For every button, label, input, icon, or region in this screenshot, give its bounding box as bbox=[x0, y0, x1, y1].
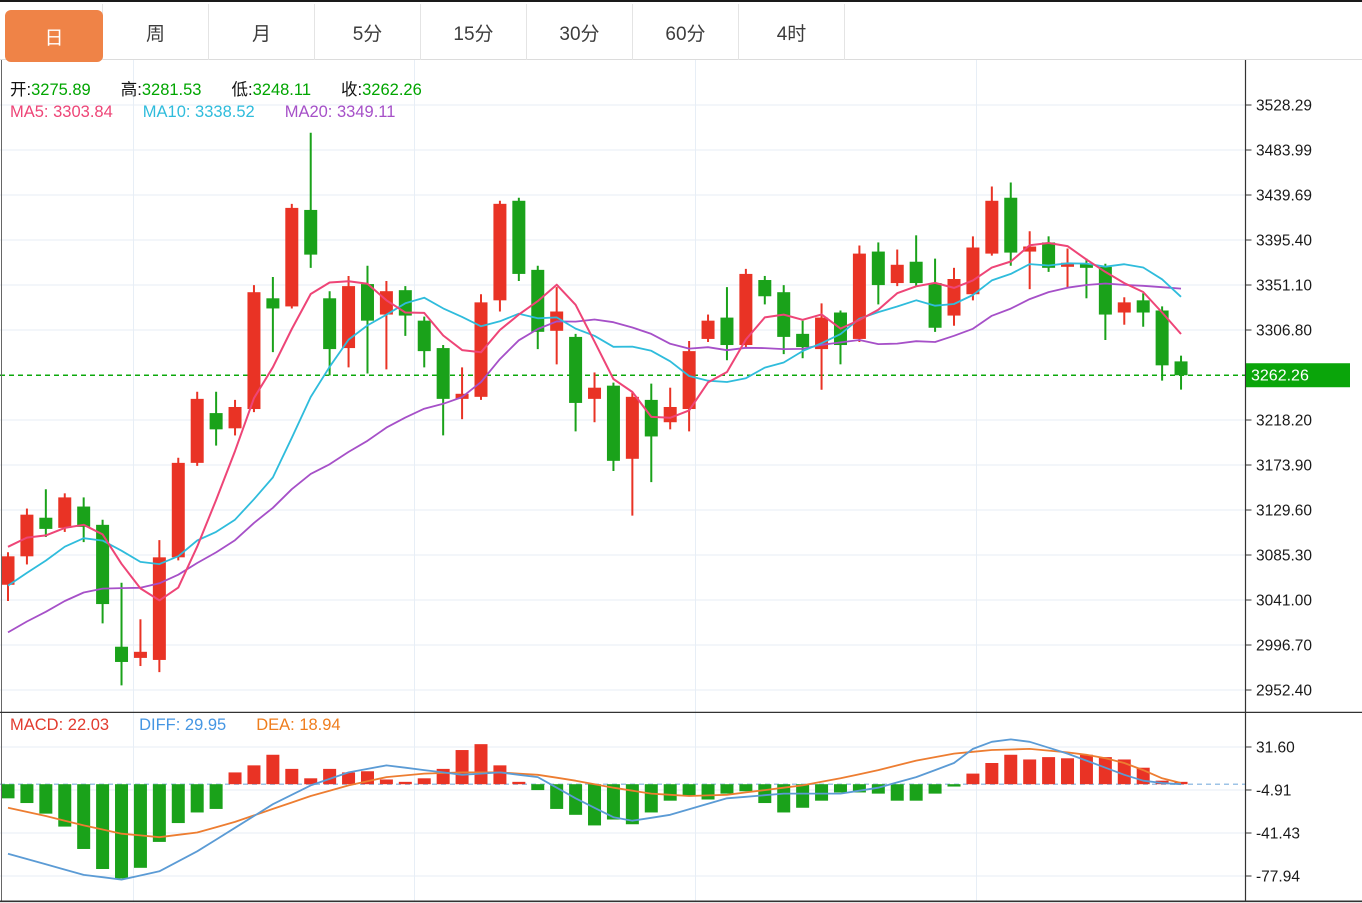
tab-30min[interactable]: 30分 bbox=[527, 4, 633, 60]
high-value: 3281.53 bbox=[141, 81, 202, 99]
svg-text:3085.30: 3085.30 bbox=[1256, 547, 1312, 564]
tab-5min[interactable]: 5分 bbox=[315, 4, 421, 60]
current-price-badge bbox=[1246, 363, 1350, 388]
macd-histogram bbox=[1, 744, 1188, 879]
ohlc-readout: 开:3275.89 高:3281.53 低:3248.11 收:3262.26 bbox=[10, 76, 452, 100]
svg-text:3041.00: 3041.00 bbox=[1256, 592, 1312, 609]
tab-15min-label: 15分 bbox=[453, 23, 494, 45]
diff-line bbox=[7, 738, 1182, 881]
svg-text:3218.20: 3218.20 bbox=[1256, 412, 1312, 429]
diff-value: 29.95 bbox=[184, 716, 227, 734]
svg-text:2952.40: 2952.40 bbox=[1256, 683, 1312, 700]
svg-text:3483.99: 3483.99 bbox=[1256, 143, 1312, 160]
svg-text:3528.29: 3528.29 bbox=[1256, 98, 1312, 115]
svg-text:-77.94: -77.94 bbox=[1256, 868, 1300, 885]
tab-15min[interactable]: 15分 bbox=[421, 4, 527, 60]
high-label: 高: bbox=[120, 81, 142, 99]
tab-30min-label: 30分 bbox=[559, 23, 600, 45]
tab-week[interactable]: 周 bbox=[103, 4, 209, 60]
dea-line bbox=[7, 748, 1182, 839]
svg-text:3129.60: 3129.60 bbox=[1256, 502, 1312, 519]
ma10-label: MA10: bbox=[142, 103, 191, 121]
price-gridlines bbox=[0, 60, 1245, 712]
close-value: 3262.26 bbox=[362, 81, 422, 99]
ma20-label: MA20: bbox=[284, 103, 333, 121]
tab-day-label: 日 bbox=[44, 27, 64, 49]
period-tab-bar: 周 月 5分 15分 30分 60分 4时 日 bbox=[0, 0, 1362, 62]
macd-gridlines bbox=[0, 713, 1245, 901]
tab-4hour[interactable]: 4时 bbox=[739, 4, 845, 60]
tab-4hour-label: 4时 bbox=[776, 23, 807, 45]
macd-value: 22.03 bbox=[67, 716, 110, 734]
tab-month-label: 月 bbox=[251, 23, 271, 45]
tab-5min-label: 5分 bbox=[352, 23, 383, 45]
low-value: 3248.11 bbox=[252, 81, 312, 99]
svg-text:2996.70: 2996.70 bbox=[1256, 637, 1312, 654]
close-label: 收: bbox=[341, 81, 363, 99]
svg-text:-4.91: -4.91 bbox=[1256, 782, 1291, 799]
ma-readout: MA5: 3303.84 MA10: 3338.52 MA20: 3349.11 bbox=[10, 103, 425, 122]
svg-text:3306.80: 3306.80 bbox=[1256, 322, 1312, 339]
diff-label: DIFF: bbox=[139, 716, 181, 734]
macd-label: MACD: bbox=[10, 716, 64, 734]
ma5-value: 3303.84 bbox=[53, 103, 113, 121]
svg-text:3439.69: 3439.69 bbox=[1256, 188, 1312, 205]
ma5-line bbox=[7, 242, 1182, 602]
tab-60min[interactable]: 60分 bbox=[633, 4, 739, 60]
macd-axis-labels: 31.60 -4.91 -41.43 -77.94 bbox=[1245, 739, 1300, 885]
ma5-label: MA5: bbox=[10, 103, 49, 121]
ma20-line bbox=[7, 282, 1182, 634]
tab-60min-label: 60分 bbox=[665, 23, 706, 45]
svg-text:3395.40: 3395.40 bbox=[1256, 232, 1312, 249]
candlestick-chart-panel[interactable]: 3528.29 3483.99 3439.69 3395.40 3351.10 3306.… bbox=[0, 60, 1362, 713]
tab-day-active[interactable]: 日 bbox=[5, 10, 103, 62]
ma10-value: 3338.52 bbox=[195, 103, 255, 121]
svg-text:3173.90: 3173.90 bbox=[1256, 457, 1312, 474]
svg-text:31.60: 31.60 bbox=[1256, 739, 1295, 756]
dea-label: DEA: bbox=[256, 716, 295, 734]
open-value: 3275.89 bbox=[31, 81, 91, 99]
ma20-value: 3349.11 bbox=[336, 103, 396, 121]
dea-value: 18.94 bbox=[299, 716, 341, 734]
macd-chart-panel[interactable]: 31.60 -4.91 -41.43 -77.94 bbox=[0, 713, 1362, 903]
svg-text:3351.10: 3351.10 bbox=[1256, 277, 1312, 294]
macd-readout: MACD: 22.03 DIFF: 29.95 DEA: 18.94 bbox=[10, 716, 371, 735]
ma10-line bbox=[7, 262, 1182, 587]
tab-month[interactable]: 月 bbox=[209, 4, 315, 60]
candles bbox=[1, 132, 1188, 686]
tab-week-label: 周 bbox=[145, 23, 165, 45]
open-label: 开: bbox=[10, 81, 32, 99]
price-axis-labels: 3528.29 3483.99 3439.69 3395.40 3351.10 3306.… bbox=[1245, 98, 1312, 700]
low-label: 低: bbox=[231, 81, 253, 99]
svg-text:-41.43: -41.43 bbox=[1256, 825, 1300, 842]
svg-text:3262.26: 3262.26 bbox=[1251, 368, 1309, 385]
